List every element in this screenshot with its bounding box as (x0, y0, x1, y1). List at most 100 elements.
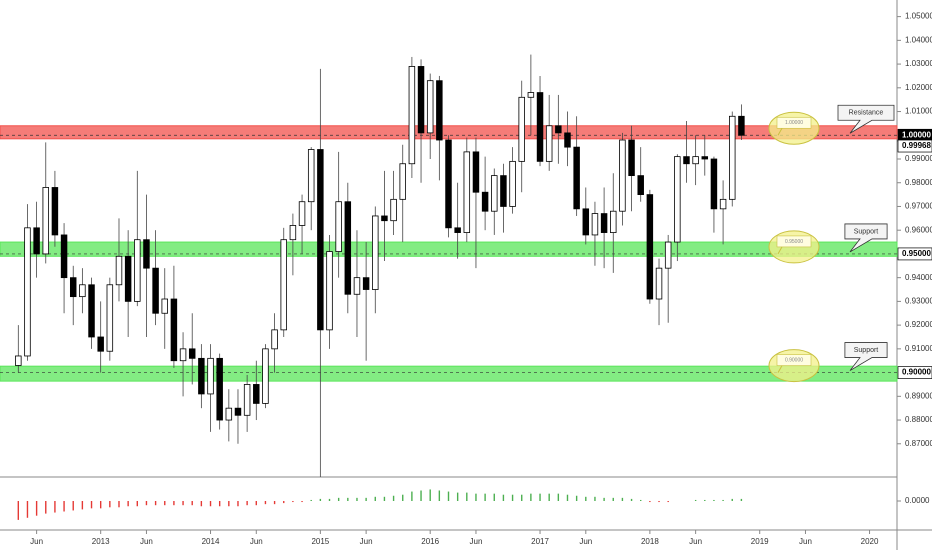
candle-body (674, 156, 681, 243)
candle-body (600, 213, 608, 233)
x-tick-label: Jun (470, 537, 483, 546)
candle-body (683, 156, 690, 165)
candle-body (106, 284, 114, 352)
candle-body (436, 80, 443, 141)
candle-body (426, 80, 434, 134)
candle-body (207, 357, 214, 395)
candle-body (143, 239, 150, 269)
candle-body (33, 227, 40, 255)
callout-box (844, 342, 888, 371)
y-tick-label: 1.01000 (905, 107, 932, 116)
y-tick-label: 0.91000 (905, 344, 932, 353)
zone (0, 365, 898, 382)
level-note-pointer (777, 365, 783, 373)
candle-body (564, 132, 571, 148)
candle-body (555, 125, 562, 134)
candle-body (527, 92, 535, 98)
candle-body (591, 213, 599, 236)
candle-body (326, 251, 333, 331)
candle-body (491, 175, 498, 212)
candle-body (134, 239, 141, 302)
level-note-pointer (777, 246, 783, 255)
level-note-box (776, 235, 812, 248)
candle-body (454, 227, 461, 233)
level-note-pointer (777, 128, 783, 136)
y-tick-label: 0.96000 (905, 225, 932, 234)
y-tick-label: 1.03000 (905, 59, 932, 68)
candle-body (664, 241, 672, 269)
x-tick-label: Jun (360, 537, 373, 546)
candle-body (738, 115, 745, 136)
level-note-box (776, 354, 812, 366)
callout-label: Support (854, 347, 879, 354)
y-tick-label: 0.92000 (905, 320, 932, 329)
candle-body (188, 348, 196, 359)
y-tick-label: 0.87000 (905, 439, 932, 448)
candle-body (216, 357, 223, 421)
candle-body (280, 239, 287, 331)
y-tick-label: 1.04000 (905, 35, 932, 44)
candle-body (271, 329, 278, 350)
candle-body (198, 357, 205, 395)
candle-body (719, 198, 727, 210)
x-tick-label: Jun (30, 537, 43, 546)
candle-body (573, 146, 580, 210)
price-label-box (897, 247, 932, 261)
candle-body (445, 139, 452, 229)
candle-body (243, 384, 251, 416)
candle-body (262, 348, 269, 404)
y-tick-label: 0.97000 (905, 202, 932, 211)
candle-body (152, 267, 159, 314)
price-label: 0.95000 (902, 249, 931, 258)
x-tick-label: 2016 (421, 537, 439, 546)
candle-body (24, 227, 31, 357)
candle-body (344, 201, 352, 295)
x-tick-label: 2015 (311, 537, 329, 546)
y-tick-label: 0.98000 (905, 178, 932, 187)
candle-body (637, 175, 644, 195)
candle-body (234, 407, 242, 416)
candle-body (655, 267, 663, 300)
x-tick-label: 2013 (92, 537, 110, 546)
candle-body (161, 298, 168, 314)
candle-body (225, 407, 233, 421)
y-tick-label: 0.94000 (905, 273, 932, 282)
zone (0, 241, 898, 257)
level-note-box (776, 116, 812, 129)
candle-body (582, 208, 590, 236)
level-note-label: 1.00000 (785, 120, 803, 126)
candle-body (729, 115, 736, 200)
y-tick-label: 0.88000 (905, 415, 932, 424)
candle-body (79, 284, 86, 298)
y-tick-label: 0.99000 (905, 154, 932, 163)
candle-body (69, 277, 77, 298)
candle-body (353, 277, 361, 295)
candle-body (509, 160, 516, 207)
candle-body (372, 215, 379, 290)
candle-body (298, 201, 306, 226)
candle-body (51, 187, 59, 236)
candle-body (646, 194, 654, 300)
osc-tick-label: 0.0000 (905, 496, 930, 505)
x-tick-label: 2019 (751, 537, 769, 546)
candle-body (307, 149, 315, 203)
price-label: 0.99968 (902, 141, 931, 150)
price-label-box (897, 139, 932, 153)
price-label: 1.00000 (902, 130, 931, 139)
candle-body (463, 151, 471, 233)
candle-body (42, 187, 50, 255)
x-tick-label: 2020 (861, 537, 879, 546)
candle-body (692, 156, 699, 165)
callout-box (844, 223, 888, 253)
candle-body (701, 156, 709, 160)
candle-body (170, 298, 178, 362)
candle-body (60, 234, 68, 279)
candle-body (289, 225, 297, 241)
candle-body (619, 139, 626, 212)
candle-body (97, 336, 104, 352)
x-tick-label: Jun (250, 537, 263, 546)
x-tick-label: 2017 (531, 537, 549, 546)
candle-body (390, 198, 397, 222)
x-tick-label: Jun (799, 537, 812, 546)
